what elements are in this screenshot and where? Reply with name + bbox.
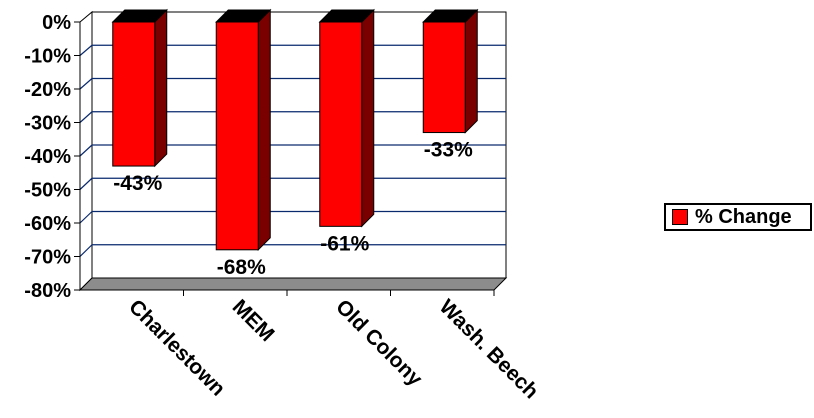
- gridline-depth: [79, 177, 93, 190]
- bar-top: [215, 9, 272, 23]
- x-tick-label: MEM: [228, 295, 279, 346]
- bar-top: [422, 9, 479, 23]
- bar-top: [111, 9, 168, 23]
- bar: [422, 21, 466, 134]
- bar-side: [154, 8, 168, 168]
- bar-side: [361, 8, 375, 228]
- x-tick-label: Wash. Beech: [435, 295, 543, 403]
- y-tick-label: -10%: [24, 46, 71, 68]
- bar-side: [464, 8, 478, 134]
- legend: % Change: [664, 203, 812, 231]
- gridline-depth: [79, 244, 93, 257]
- data-label: -61%: [320, 232, 369, 255]
- gridline-depth: [79, 144, 93, 157]
- data-label: -68%: [217, 256, 266, 279]
- y-tick-label: -20%: [24, 79, 71, 101]
- data-label: -43%: [113, 172, 162, 195]
- y-tick-label: -70%: [24, 247, 71, 269]
- bar: [112, 21, 156, 167]
- gridline-depth: [79, 44, 93, 56]
- y-tick-label: -80%: [24, 280, 71, 302]
- y-tick-label: 0%: [42, 12, 71, 34]
- y-tick-label: -50%: [24, 180, 71, 202]
- x-tick-label: Old Colony: [331, 295, 427, 391]
- data-label: -33%: [424, 139, 473, 162]
- x-tick-label: Charlestown: [124, 295, 229, 400]
- y-tick-label: -30%: [24, 113, 71, 135]
- bar: [215, 21, 259, 251]
- plot-floor: [78, 277, 508, 291]
- gridline-depth: [79, 111, 93, 123]
- gridline-depth: [79, 78, 93, 90]
- bar: [319, 21, 363, 227]
- bar-top: [318, 9, 375, 23]
- bar-side: [257, 8, 271, 252]
- y-tick-label: -60%: [24, 213, 71, 235]
- gridline-depth: [79, 211, 93, 224]
- y-tick-label: -40%: [24, 146, 71, 168]
- legend-swatch: [672, 209, 688, 225]
- legend-label: % Change: [695, 205, 792, 228]
